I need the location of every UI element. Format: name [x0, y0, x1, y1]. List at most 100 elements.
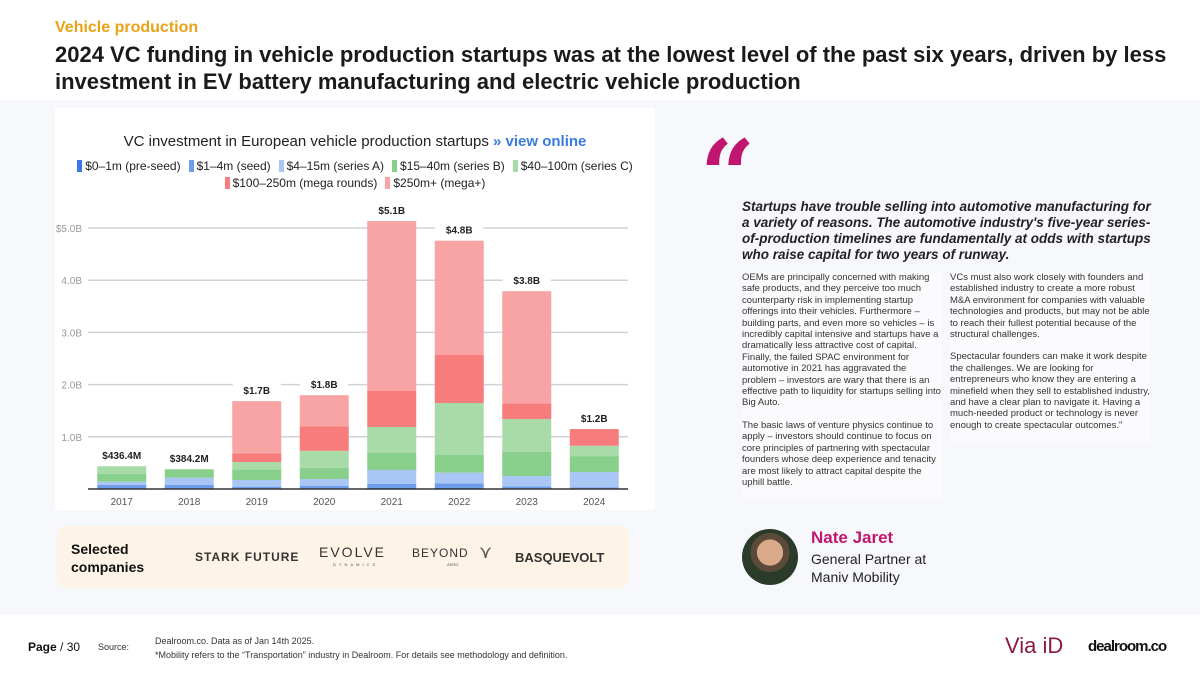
y-tick-label: 2.0B [61, 381, 82, 392]
bar-label-bg [165, 450, 214, 465]
logo-beyond-sub: AERO [447, 562, 459, 567]
bar-segment [164, 468, 214, 470]
logo-dealroom: dealroom.co [1088, 638, 1167, 655]
bar-segment [502, 486, 552, 489]
bar-segment [299, 395, 349, 427]
stacked-bar-chart: 1.0B 2.0B 3.0B 4.0B $5.0B $436.4M 2017 $384.2M 2… [56, 203, 628, 508]
bar-segment [97, 473, 147, 482]
bar-segment [367, 483, 417, 488]
quote-column-left: OEMs are principally concerned with maki… [742, 272, 942, 500]
bar-label-bg [502, 273, 551, 288]
bar-segment [367, 221, 417, 391]
bar-segment [232, 479, 282, 487]
y-tick-label: 3.0B [61, 328, 82, 339]
logo-via-id: Via iD [1005, 633, 1064, 658]
bar-segment [232, 469, 282, 480]
legend-label: $4–15m (series A) [286, 159, 385, 173]
bar-total-label: $1.7B [243, 386, 270, 397]
legend-item[interactable]: $15–40m (series B) [392, 158, 505, 175]
bar-total-label: $1.8B [311, 380, 338, 391]
bar-segment [97, 484, 147, 489]
legend-label: $250m+ (mega+) [393, 176, 486, 190]
bar-segment [569, 472, 619, 488]
bar-total-label: $384.2M [170, 454, 209, 465]
legend-item[interactable]: $250m+ (mega+) [385, 175, 485, 192]
bar-segment [569, 445, 619, 457]
quote-paragraph: The basic laws of venture physics contin… [742, 419, 936, 488]
quote-paragraph: Spectacular founders can make it work de… [950, 351, 1150, 431]
bar-segment [434, 455, 484, 473]
legend-swatch [512, 160, 518, 172]
x-tick-label: 2024 [583, 497, 606, 508]
source-text: Dealroom.co. Data as of Jan 14th 2025. *M… [155, 634, 567, 662]
bar-segment [164, 469, 214, 478]
bar-total-label: $436.4M [102, 451, 141, 462]
legend-item[interactable]: $4–15m (series A) [278, 158, 385, 175]
bar-total-label: $4.8B [446, 226, 473, 237]
bar-segment [367, 426, 417, 453]
bar-segment [299, 468, 349, 480]
bar-segment [434, 472, 484, 484]
person-name: Nate Jaret [811, 528, 894, 547]
source-note: *Mobility refers to the “Transportation”… [155, 650, 568, 660]
legend-item[interactable]: $40–100m (series C) [512, 158, 633, 175]
person-role: General Partner at Maniv Mobility [811, 550, 926, 586]
person-company: Maniv Mobility [811, 569, 900, 585]
source-line: Dealroom.co. Data as of Jan 14th 2025. [155, 636, 315, 646]
legend-label: $0–1m (pre-seed) [85, 159, 181, 173]
bar-segment [569, 456, 619, 473]
legend-label: $100–250m (mega rounds) [232, 176, 378, 190]
bar-segment [434, 240, 484, 356]
x-tick-label: 2022 [448, 497, 471, 508]
avatar [742, 529, 798, 585]
x-tick-label: 2020 [313, 497, 336, 508]
bar-total-label: $1.2B [581, 414, 608, 425]
legend-item[interactable]: $1–4m (seed) [188, 158, 271, 175]
bar-total-label: $3.8B [513, 276, 540, 287]
bar-segment [502, 476, 552, 487]
chart-legend: $0–1m (pre-seed) $1–4m (seed) $4–15m (seri… [55, 158, 655, 192]
bar-segment [367, 469, 417, 484]
bar-segment [232, 486, 282, 489]
y-tick-label: 1.0B [61, 433, 82, 444]
legend-label: $40–100m (series C) [520, 159, 633, 173]
section-kicker: Vehicle production [55, 19, 199, 36]
person-role-line: General Partner at [811, 551, 927, 567]
legend-swatch [224, 177, 230, 189]
legend-swatch [77, 160, 83, 172]
bar-segment [502, 419, 552, 453]
bar-segment [367, 390, 417, 427]
pull-quote: Startups have trouble selling into autom… [742, 199, 1151, 262]
bar-segment [299, 450, 349, 469]
bar-segment [232, 462, 282, 470]
legend-swatch [392, 160, 398, 172]
chart-title: VC investment in European vehicle produc… [55, 133, 655, 150]
logo-beyond: BEYOND [412, 546, 469, 560]
bar-segment [97, 481, 147, 485]
legend-item[interactable]: $100–250m (mega rounds) [224, 175, 378, 192]
legend-label: $15–40m (series B) [400, 159, 505, 173]
bar-segment [299, 426, 349, 451]
bar-segment [569, 429, 619, 446]
bar-total-label: $5.1B [378, 206, 405, 217]
bar-label-bg [570, 411, 619, 426]
chart-title-text: VC investment in European vehicle produc… [123, 133, 489, 150]
quote-paragraph: VCs must also work closely with founders… [950, 272, 1150, 341]
chart-card [55, 108, 655, 510]
page-title: 2024 VC funding in vehicle production st… [55, 42, 1167, 94]
y-tick-label: 4.0B [61, 276, 82, 287]
page-label: Page [28, 640, 57, 654]
legend-item[interactable]: $0–1m (pre-seed) [77, 158, 181, 175]
bar-segment [434, 403, 484, 456]
bar-segment [367, 452, 417, 470]
y-tick-label: $5.0B [56, 224, 82, 235]
bar-segment [434, 483, 484, 488]
legend-swatch [188, 160, 194, 172]
bar-segment [434, 355, 484, 404]
bar-label-bg [232, 383, 281, 398]
quote-column-right: VCs must also work closely with founders… [950, 272, 1150, 443]
x-tick-label: 2017 [111, 497, 134, 508]
bar-segment [299, 486, 349, 489]
view-online-link[interactable]: » view online [493, 133, 587, 150]
bar-segment [232, 401, 282, 454]
